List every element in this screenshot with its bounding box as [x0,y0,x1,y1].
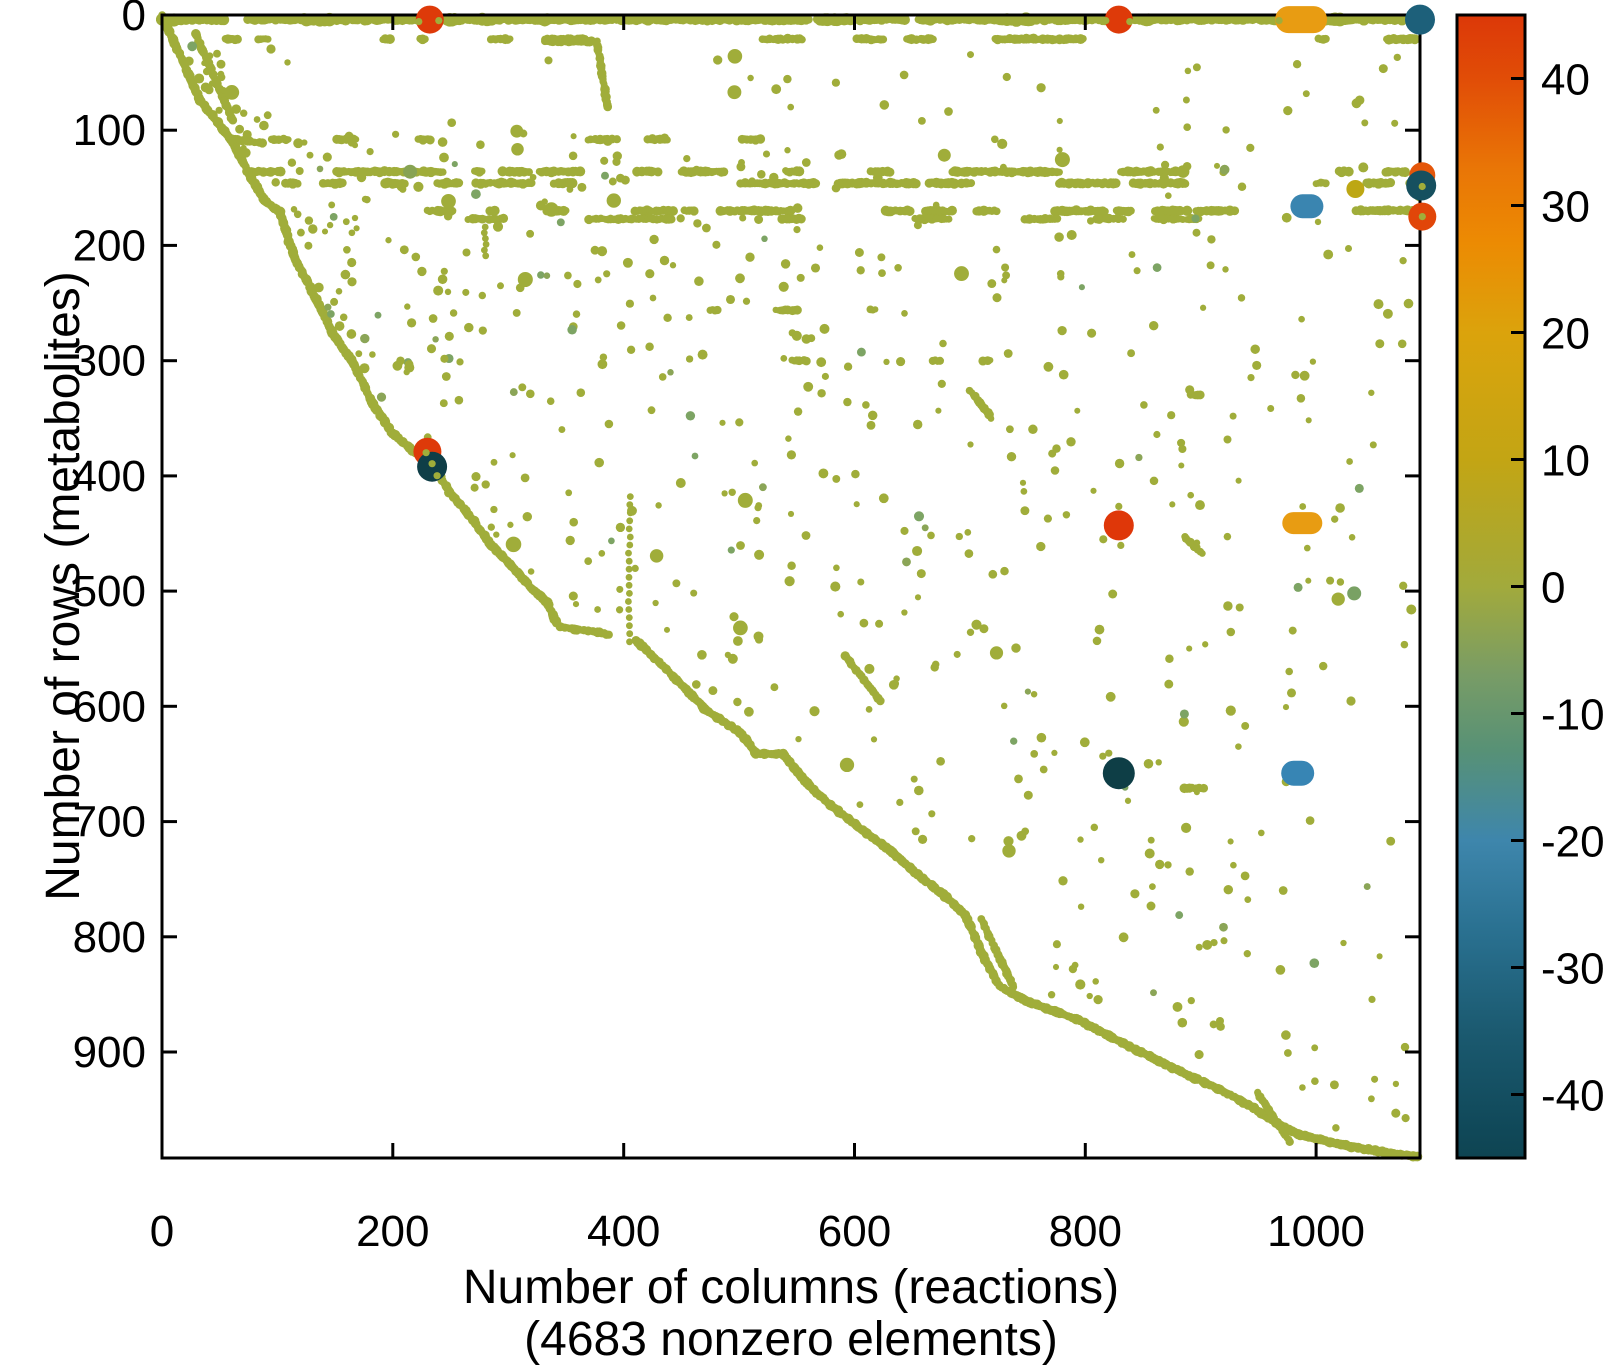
svg-text:-30: -30 [1541,945,1604,994]
svg-text:-20: -20 [1541,818,1604,867]
svg-text:100: 100 [73,106,146,155]
colorbar [1455,13,1527,1160]
svg-text:0: 0 [1541,564,1565,613]
svg-text:200: 200 [356,1207,429,1256]
x-axis-note: (4683 nonzero elements) [524,1313,1058,1365]
svg-text:800: 800 [73,913,146,962]
svg-text:600: 600 [73,682,146,731]
svg-text:400: 400 [73,452,146,501]
svg-text:-10: -10 [1541,691,1604,740]
highlight-points [403,4,1437,790]
y-axis-label: Number of rows (metabolites) [37,271,90,901]
plot-axes [160,13,1422,1160]
svg-text:600: 600 [818,1207,891,1256]
svg-text:700: 700 [73,798,146,847]
svg-text:10: 10 [1541,437,1590,486]
svg-text:20: 20 [1541,310,1590,359]
svg-text:800: 800 [1049,1207,1122,1256]
svg-text:30: 30 [1541,183,1590,232]
matrix-nonzero-markers [156,11,1425,1162]
svg-text:40: 40 [1541,56,1590,105]
svg-text:0: 0 [122,0,146,40]
svg-text:0: 0 [150,1207,174,1256]
x-axis-label: Number of columns (reactions) [462,1261,1120,1314]
tick-labels: 0 200 400 600 800 100001002003004005006007008… [73,0,1604,1256]
svg-text:-40: -40 [1541,1072,1604,1121]
svg-text:1000: 1000 [1267,1207,1365,1256]
svg-text:900: 900 [73,1028,146,1077]
svg-text:300: 300 [73,337,146,386]
svg-text:500: 500 [73,567,146,616]
svg-text:200: 200 [73,221,146,270]
svg-text:400: 400 [587,1207,660,1256]
